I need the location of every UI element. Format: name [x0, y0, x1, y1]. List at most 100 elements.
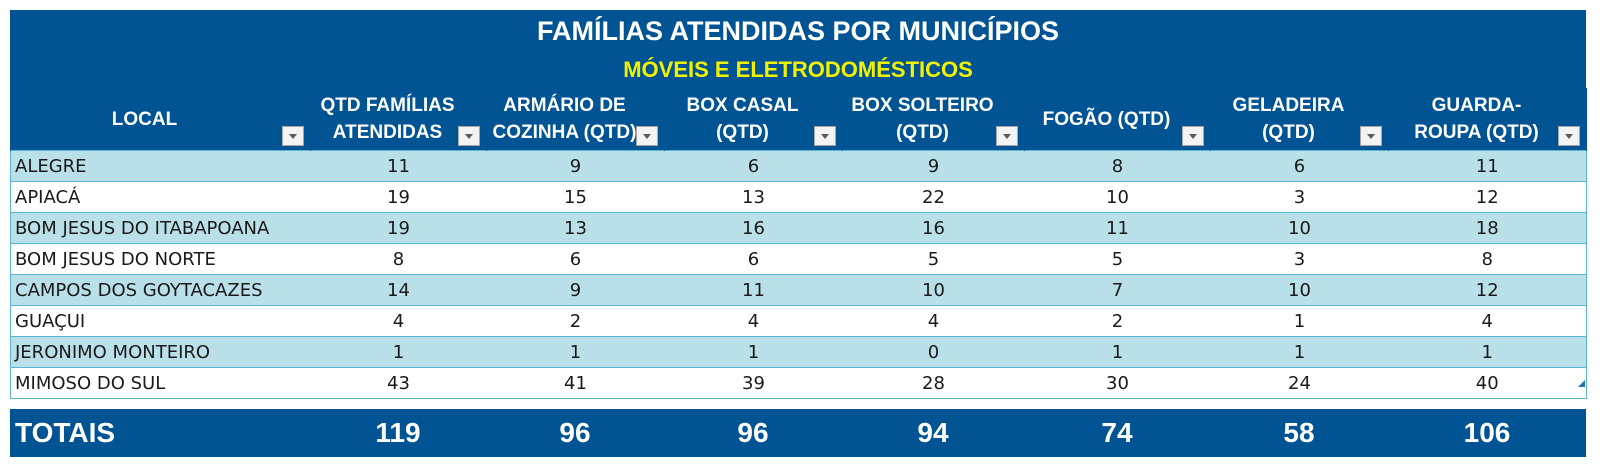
table-row: CAMPOS DOS GOYTACAZES 14 9 11 10 7 10 12	[10, 274, 1587, 306]
cell-value-guarda-roupa[interactable]: 12	[1388, 181, 1587, 213]
total-value-box-casal: 96	[737, 417, 769, 448]
cell-value-box-solteiro[interactable]: 5	[842, 243, 1025, 275]
column-header-label-line2: (QTD)	[896, 122, 949, 143]
cell-value-box-casal[interactable]: 13	[664, 181, 843, 213]
cell-local[interactable]: JERONIMO MONTEIRO	[10, 336, 311, 368]
cell-local[interactable]: BOM JESUS DO NORTE	[10, 243, 311, 275]
cell-value-guarda-roupa[interactable]: 11	[1388, 150, 1587, 182]
filter-dropdown-icon[interactable]	[1558, 126, 1580, 146]
table-row: ALEGRE 11 9 6 9 8 6 11	[10, 150, 1587, 182]
cell-value-qtd-familias[interactable]: 4	[310, 305, 487, 337]
cell-value-guarda-roupa[interactable]: 4	[1388, 305, 1587, 337]
cell-value-box-casal[interactable]: 4	[664, 305, 843, 337]
cell-value-armario-cozinha[interactable]: 2	[486, 305, 665, 337]
cell-local[interactable]: BOM JESUS DO ITABAPOANA	[10, 212, 311, 244]
totals-band	[10, 409, 1586, 457]
cell-local[interactable]: CAMPOS DOS GOYTACAZES	[10, 274, 311, 306]
filter-dropdown-icon[interactable]	[1360, 126, 1382, 146]
cell-value-geladeira[interactable]: 24	[1210, 367, 1389, 399]
cell-value-fogao[interactable]: 10	[1024, 181, 1211, 213]
column-header-label-line2: COZINHA (QTD)	[492, 122, 637, 143]
filter-dropdown-icon[interactable]	[814, 126, 836, 146]
cell-value-geladeira[interactable]: 1	[1210, 336, 1389, 368]
cell-value-box-solteiro[interactable]: 10	[842, 274, 1025, 306]
cell-value-box-solteiro[interactable]: 9	[842, 150, 1025, 182]
cell-value-guarda-roupa[interactable]: 40	[1388, 367, 1587, 399]
cell-value-fogao[interactable]: 1	[1024, 336, 1211, 368]
cell-local[interactable]: GUAÇUI	[10, 305, 311, 337]
cell-value-qtd-familias[interactable]: 1	[310, 336, 487, 368]
cell-local[interactable]: APIACÁ	[10, 181, 311, 213]
page-title: FAMÍLIAS ATENDIDAS POR MUNICÍPIOS	[536, 16, 1060, 46]
cell-value-armario-cozinha[interactable]: 1	[486, 336, 665, 368]
filter-dropdown-icon[interactable]	[282, 126, 304, 146]
cell-value-armario-cozinha[interactable]: 6	[486, 243, 665, 275]
cell-value-armario-cozinha[interactable]: 13	[486, 212, 665, 244]
cell-value-guarda-roupa[interactable]: 8	[1388, 243, 1587, 275]
column-header-label-line2: (QTD)	[1262, 122, 1315, 143]
table-resize-handle[interactable]	[1578, 380, 1585, 387]
cell-value-geladeira[interactable]: 10	[1210, 212, 1389, 244]
cell-value-qtd-familias[interactable]: 19	[310, 212, 487, 244]
column-header-label: FOGÃO (QTD)	[1042, 108, 1171, 130]
cell-value-guarda-roupa[interactable]: 1	[1388, 336, 1587, 368]
cell-value-qtd-familias[interactable]: 43	[310, 367, 487, 399]
total-value-box-solteiro: 94	[917, 417, 949, 448]
table-row: BOM JESUS DO ITABAPOANA 19 13 16 16 11 10 18	[10, 212, 1587, 244]
cell-value-box-casal[interactable]: 1	[664, 336, 843, 368]
cell-local[interactable]: MIMOSO DO SUL	[10, 367, 311, 399]
cell-value-box-casal[interactable]: 6	[664, 243, 843, 275]
cell-value-box-solteiro[interactable]: 22	[842, 181, 1025, 213]
cell-value-geladeira[interactable]: 3	[1210, 243, 1389, 275]
total-value-fogao: 74	[1101, 417, 1133, 448]
cell-value-armario-cozinha[interactable]: 15	[486, 181, 665, 213]
cell-value-fogao[interactable]: 2	[1024, 305, 1211, 337]
cell-value-box-casal[interactable]: 11	[664, 274, 843, 306]
column-header-label-line2: ATENDIDAS	[332, 122, 443, 143]
cell-value-fogao[interactable]: 8	[1024, 150, 1211, 182]
cell-value-geladeira[interactable]: 10	[1210, 274, 1389, 306]
totals-row: TOTAIS 119 96 96 94 74 58 106	[10, 409, 1586, 457]
cell-value-fogao[interactable]: 11	[1024, 212, 1211, 244]
cell-value-geladeira[interactable]: 6	[1210, 150, 1389, 182]
cell-value-fogao[interactable]: 5	[1024, 243, 1211, 275]
total-value-qtd-familias: 119	[375, 417, 421, 448]
cell-value-armario-cozinha[interactable]: 9	[486, 150, 665, 182]
cell-value-box-solteiro[interactable]: 28	[842, 367, 1025, 399]
cell-value-box-casal[interactable]: 16	[664, 212, 843, 244]
cell-value-geladeira[interactable]: 3	[1210, 181, 1389, 213]
column-header-armario-cozinha: ARMÁRIO DE COZINHA (QTD)	[486, 88, 665, 151]
cell-value-box-solteiro[interactable]: 4	[842, 305, 1025, 337]
cell-value-box-solteiro[interactable]: 0	[842, 336, 1025, 368]
cell-value-box-casal[interactable]: 6	[664, 150, 843, 182]
table-row: MIMOSO DO SUL 43 41 39 28 30 24 40	[10, 367, 1587, 399]
cell-value-box-solteiro[interactable]: 16	[842, 212, 1025, 244]
column-header-box-solteiro: BOX SOLTEIRO (QTD)	[842, 88, 1025, 151]
cell-value-qtd-familias[interactable]: 14	[310, 274, 487, 306]
cell-value-fogao[interactable]: 7	[1024, 274, 1211, 306]
column-header-box-casal: BOX CASAL (QTD)	[664, 88, 843, 151]
data-table-container: LOCAL QTD FAMÍLIAS ATENDIDAS ARMÁRIO DE COZI…	[10, 88, 1587, 399]
filter-dropdown-icon[interactable]	[636, 126, 658, 146]
filter-dropdown-icon[interactable]	[458, 126, 480, 146]
column-header-label: GUARDA-	[1431, 95, 1522, 116]
cell-value-guarda-roupa[interactable]: 18	[1388, 212, 1587, 244]
cell-value-qtd-familias[interactable]: 11	[310, 150, 487, 182]
filter-dropdown-icon[interactable]	[996, 126, 1018, 146]
cell-value-qtd-familias[interactable]: 19	[310, 181, 487, 213]
total-value-armario-cozinha: 96	[559, 417, 591, 448]
column-header-label: ARMÁRIO DE	[503, 95, 626, 116]
column-header-label: QTD FAMÍLIAS	[320, 95, 455, 116]
cell-value-armario-cozinha[interactable]: 9	[486, 274, 665, 306]
column-header-label-line2: (QTD)	[716, 122, 769, 143]
column-header-label: LOCAL	[111, 108, 178, 130]
cell-value-qtd-familias[interactable]: 8	[310, 243, 487, 275]
filter-dropdown-icon[interactable]	[1182, 126, 1204, 146]
cell-value-geladeira[interactable]: 1	[1210, 305, 1389, 337]
cell-local[interactable]: ALEGRE	[10, 150, 311, 182]
cell-value-box-casal[interactable]: 39	[664, 367, 843, 399]
table-header: LOCAL QTD FAMÍLIAS ATENDIDAS ARMÁRIO DE COZI…	[10, 88, 1587, 151]
cell-value-fogao[interactable]: 30	[1024, 367, 1211, 399]
cell-value-guarda-roupa[interactable]: 12	[1388, 274, 1587, 306]
cell-value-armario-cozinha[interactable]: 41	[486, 367, 665, 399]
